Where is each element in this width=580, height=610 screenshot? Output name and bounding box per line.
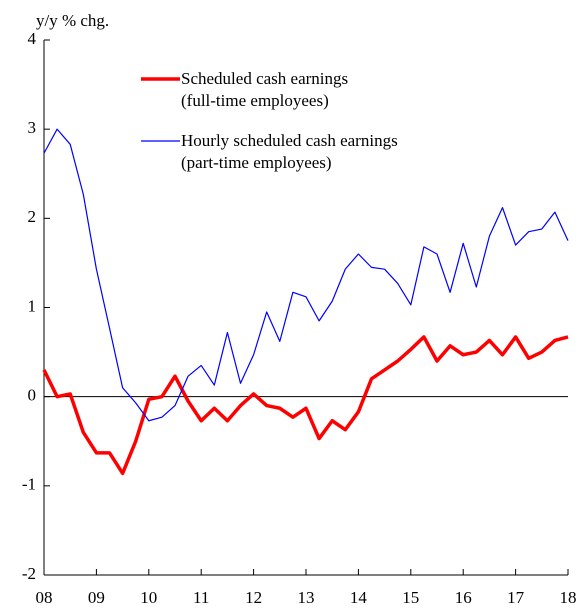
x-tick-label: 08 bbox=[36, 588, 53, 607]
series-line bbox=[42, 335, 569, 476]
y-tick-label: 2 bbox=[28, 207, 37, 226]
y-tick-label: 3 bbox=[28, 118, 37, 137]
x-tick-label: 10 bbox=[140, 588, 157, 607]
x-tick-label: 18 bbox=[560, 588, 577, 607]
x-tick-label: 11 bbox=[193, 588, 209, 607]
x-tick-label: 16 bbox=[455, 588, 472, 607]
x-tick-label: 15 bbox=[402, 588, 419, 607]
series-line bbox=[43, 128, 569, 422]
x-tick-label: 09 bbox=[88, 588, 105, 607]
x-tick-label: 14 bbox=[350, 588, 368, 607]
legend-label: Hourly scheduled cash earnings (part-tim… bbox=[181, 131, 398, 172]
y-tick-label: 4 bbox=[28, 29, 37, 48]
y-tick-label: 1 bbox=[28, 296, 37, 315]
x-tick-label: 12 bbox=[245, 588, 262, 607]
y-tick-label: 0 bbox=[28, 386, 37, 405]
legend-label: Scheduled cash earnings (full-time emplo… bbox=[181, 69, 349, 110]
y-axis-label: y/y % chg. bbox=[36, 11, 109, 30]
y-tick-label: -1 bbox=[22, 475, 36, 494]
x-tick-label: 13 bbox=[298, 588, 315, 607]
y-tick-label: -2 bbox=[22, 564, 36, 583]
x-tick-label: 17 bbox=[507, 588, 525, 607]
